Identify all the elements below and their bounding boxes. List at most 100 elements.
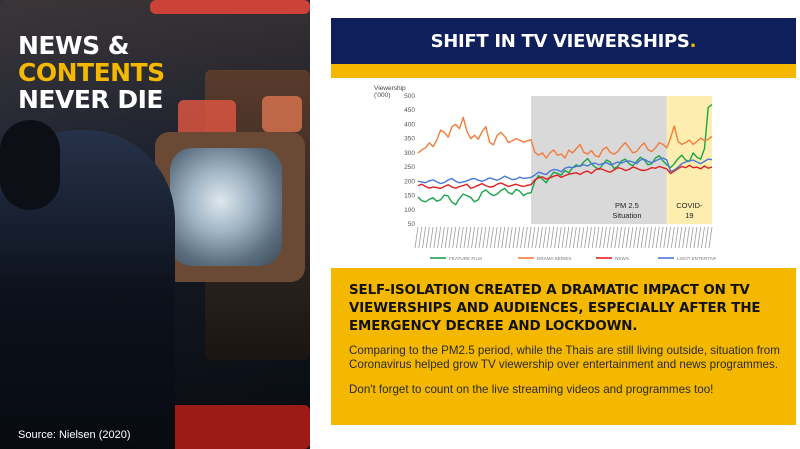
chart-xtick-mark	[467, 226, 472, 249]
chart-xtick-mark	[508, 226, 513, 249]
chart-ytick-label: 50	[408, 221, 416, 228]
chart-xtick-mark	[606, 226, 611, 249]
chart-xtick-mark	[535, 226, 540, 249]
chart-ylabel-line2: ('000)	[374, 92, 390, 99]
chart-xtick-mark	[629, 226, 634, 249]
chart-xtick-mark	[678, 226, 683, 249]
chart-xtick-mark	[569, 226, 573, 249]
photo-person-head	[0, 120, 60, 210]
info-card: SELF-ISOLATION CREATED A DRAMATIC IMPACT…	[331, 268, 796, 425]
chart-xtick-mark	[520, 226, 524, 249]
chart-xtick-mark	[527, 226, 532, 249]
title-accent-dot: .	[689, 30, 697, 52]
chart-legend-label: DRAMA SERIES	[537, 256, 571, 261]
chart-xtick-mark	[689, 226, 694, 249]
chart-xtick-mark	[580, 226, 585, 249]
chart-xtick-mark	[425, 226, 430, 249]
chart-xtick-mark	[648, 226, 653, 249]
photo-tv-screen-face	[170, 148, 282, 266]
chart-ytick-label: 400	[404, 121, 415, 128]
title-underline-strip	[331, 64, 796, 78]
chart-xtick-mark	[618, 226, 622, 249]
chart-xtick-mark	[621, 226, 626, 249]
chart-ytick-label: 250	[404, 164, 415, 171]
chart-xtick-mark	[682, 226, 687, 249]
chart-xtick-mark	[486, 226, 491, 249]
chart-xtick-mark	[482, 226, 487, 249]
chart-ylabel-line1: Viewership	[374, 85, 406, 92]
chart-xtick-mark	[497, 226, 502, 249]
chart-legend-label: LIGHT ENTERTAIN	[677, 256, 716, 261]
chart-ytick-label: 350	[404, 136, 415, 143]
chart-series-line-2	[417, 164, 713, 190]
chart-xtick-mark	[505, 226, 509, 249]
chart-ytick-label: 150	[404, 193, 415, 200]
chart-xtick-mark	[697, 226, 702, 249]
chart-xtick-mark	[708, 226, 713, 249]
chart-xtick-mark	[523, 226, 528, 249]
chart-xtick-mark	[587, 226, 592, 249]
chart-xtick-mark	[610, 226, 615, 249]
chart-xtick-mark	[489, 226, 494, 249]
chart-xtick-mark	[452, 226, 457, 249]
hero-photo-panel: NEWS & CONTENTS NEVER DIE Source: Nielse…	[0, 0, 310, 449]
chart-xtick-mark	[644, 226, 649, 249]
chart-ytick-label: 500	[404, 93, 415, 100]
chart-xtick-mark	[501, 226, 506, 249]
chart-xtick-mark	[561, 226, 566, 249]
chart-region-label-line1: PM 2.5	[615, 201, 639, 210]
photo-red-screen-2	[262, 96, 302, 132]
chart-xtick-mark	[440, 226, 445, 249]
chart-ytick-label: 300	[404, 150, 415, 157]
chart-xtick-mark	[667, 226, 671, 249]
chart-region-label-line2: Situation	[612, 211, 641, 220]
chart-xtick-mark	[538, 226, 543, 249]
chart-xtick-mark	[422, 226, 426, 249]
headline-line-1: NEWS &	[18, 31, 130, 60]
viewership-chart-svg: Viewership('000) 50 100 150 200 250 300 350 400 4…	[374, 85, 717, 261]
chart-xtick-mark	[433, 226, 438, 249]
headline: NEWS & CONTENTS NEVER DIE	[18, 32, 165, 113]
chart-xtick-mark	[531, 226, 536, 249]
chart-ytick-label: 100	[404, 207, 415, 214]
chart-xtick-mark	[704, 226, 709, 249]
chart-xtick-mark	[516, 226, 521, 249]
chart-xtick-mark	[640, 226, 645, 249]
chart-xtick-mark	[595, 226, 600, 249]
chart-xtick-mark	[572, 226, 577, 249]
headline-line-3: NEVER DIE	[18, 85, 164, 114]
viewership-chart: Viewership ('000) 50 100 150 200 250 300 350 400 4…	[368, 82, 717, 264]
info-body-2: Don't forget to count on the live stream…	[349, 383, 714, 397]
chart-xtick-mark	[459, 226, 464, 249]
chart-region-label-line1: COVID-	[676, 201, 703, 210]
chart-xtick-mark	[418, 226, 423, 249]
chart-xtick-mark	[659, 226, 664, 249]
chart-xtick-mark	[655, 226, 660, 249]
chart-xtick-mark	[636, 226, 641, 249]
info-heading: SELF-ISOLATION CREATED A DRAMATIC IMPACT…	[349, 283, 761, 334]
chart-xtick-mark	[474, 226, 479, 249]
chart-xtick-mark	[625, 226, 630, 249]
chart-xtick-mark	[576, 226, 581, 249]
chart-xtick-mark	[478, 226, 483, 249]
chart-ytick-label: 200	[404, 178, 415, 185]
chart-xtick-mark	[429, 226, 434, 249]
chart-region-label-line2: 19	[685, 211, 693, 220]
photo-neon-light-top	[150, 0, 310, 14]
chart-legend-label: FEATURE FILM	[449, 256, 482, 261]
source-caption: Source: Nielsen (2020)	[18, 429, 131, 441]
chart-xtick-mark	[603, 226, 607, 249]
chart-xtick-mark	[448, 226, 453, 249]
photo-red-screen-1	[178, 100, 236, 138]
chart-series-line-3	[417, 157, 713, 185]
chart-xtick-mark	[614, 226, 619, 249]
chart-xtick-mark	[437, 226, 442, 249]
chart-xtick-mark	[701, 226, 705, 249]
chart-xtick-mark	[471, 226, 475, 249]
chart-xtick-mark	[456, 226, 460, 249]
chart-xtick-mark	[444, 226, 449, 249]
chart-xtick-mark	[591, 226, 596, 249]
chart-xtick-mark	[693, 226, 698, 249]
chart-legend-label: NEWS	[615, 256, 629, 261]
chart-ytick-label: 450	[404, 107, 415, 114]
